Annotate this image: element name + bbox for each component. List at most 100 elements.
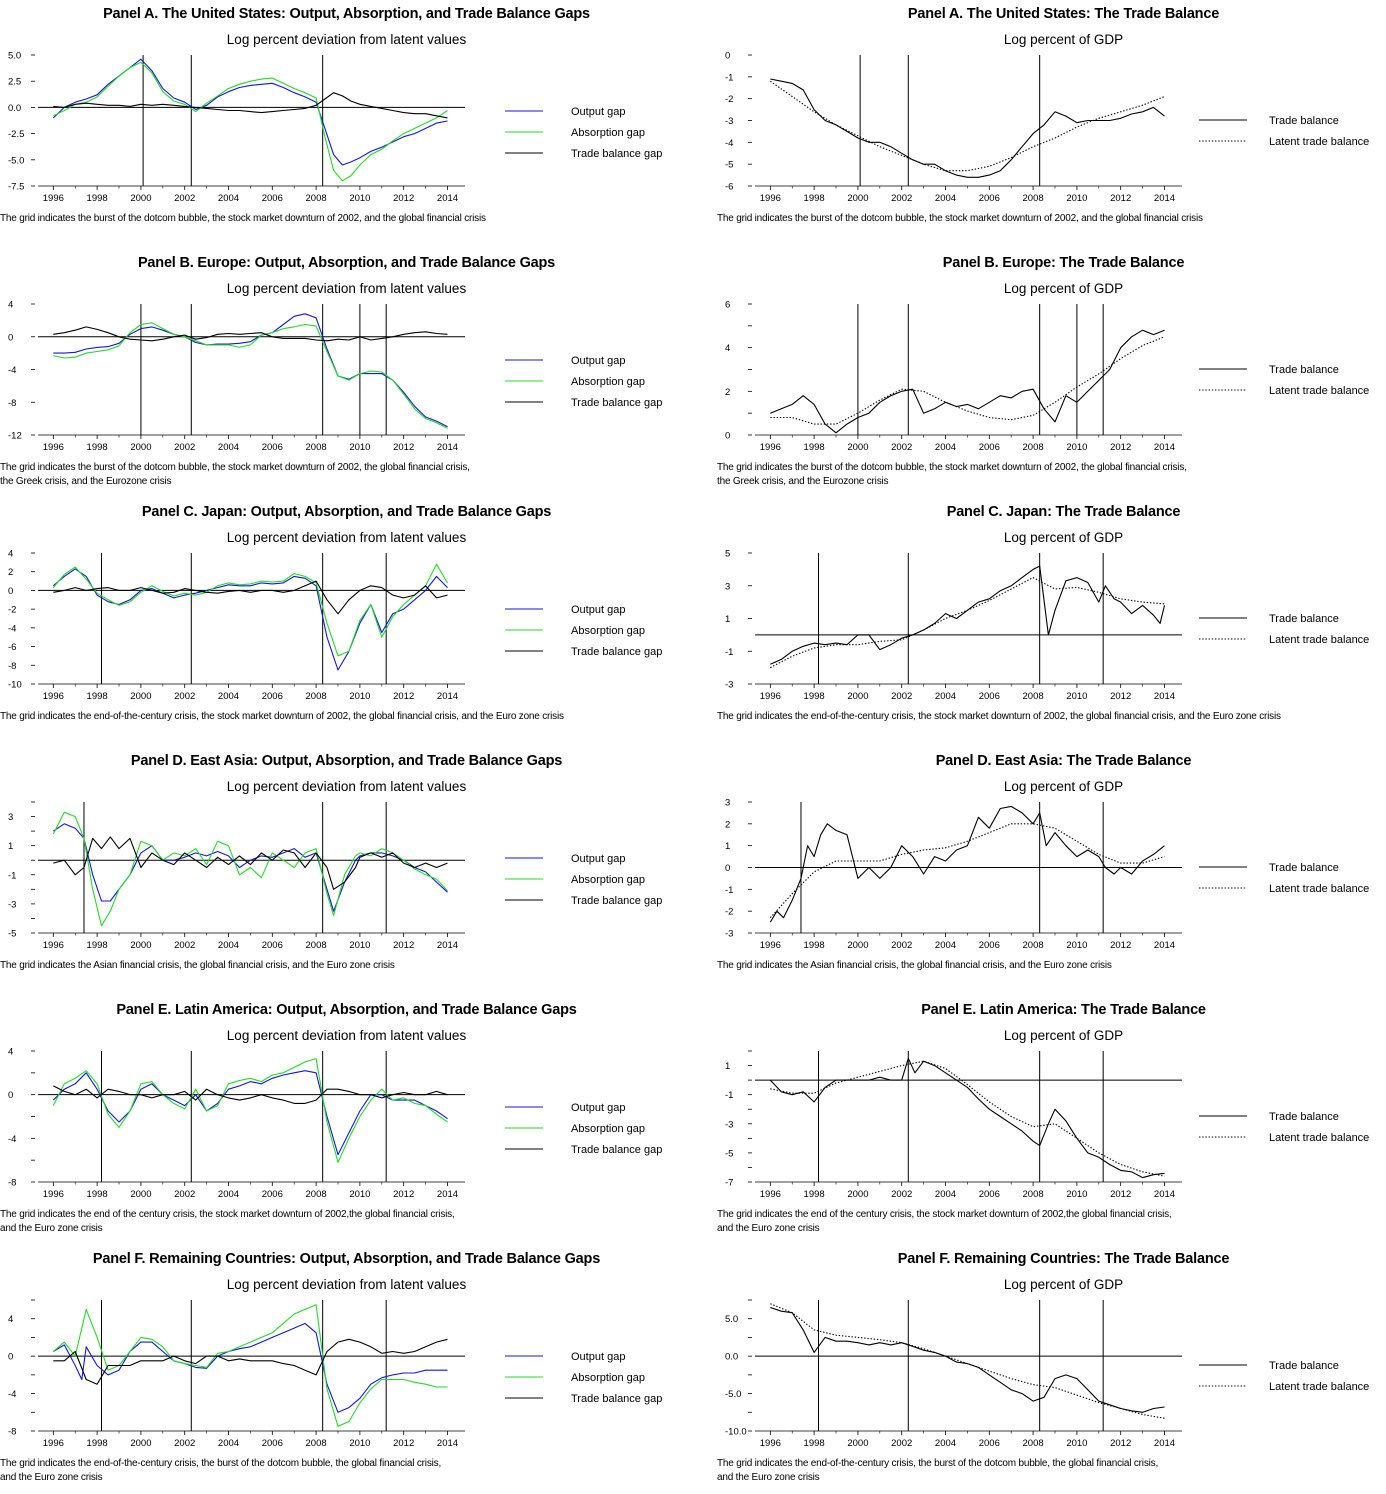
y-tick-label: 1 [8, 841, 13, 852]
panel-note: The grid indicates the burst of the dotc… [717, 212, 1317, 226]
note-line: and the Euro zone crisis [717, 1223, 820, 1234]
panel-title: Panel F. Remaining Countries: The Trade … [897, 1251, 1230, 1267]
x-tick-label: 2012 [393, 1438, 414, 1449]
x-tick-label: 2004 [935, 940, 956, 951]
panel-note: The grid indicates the burst of the dotc… [717, 461, 1317, 489]
x-tick-label: 2006 [979, 691, 1000, 702]
series-line [53, 92, 448, 119]
legend-label: Trade balance gap [571, 1393, 662, 1405]
note-line: The grid indicates the end of the centur… [717, 1209, 1172, 1220]
y-tick-label: 5 [725, 549, 730, 560]
panel-d-east-asia-gaps: Panel D. East Asia: Output, Absorption, … [0, 747, 693, 996]
legend-label: Absorption gap [571, 376, 645, 388]
y-tick-label: -4 [8, 365, 16, 376]
x-tick-label: 2000 [130, 193, 151, 204]
series-line [52, 1058, 448, 1163]
x-tick-label: 2010 [1066, 1438, 1087, 1449]
x-tick-label: 2002 [891, 193, 912, 204]
x-tick-label: 2014 [1154, 691, 1175, 702]
note-line: The grid indicates the burst of the dotc… [0, 462, 470, 473]
x-tick-label: 2006 [979, 940, 1000, 951]
legend-label: Trade balance [1269, 364, 1339, 376]
x-tick-label: 2002 [174, 691, 195, 702]
legend-label: Trade balance gap [571, 148, 662, 160]
x-tick-label: 2002 [891, 442, 912, 453]
y-tick-label: -5 [8, 929, 16, 940]
x-tick-label: 2002 [174, 193, 195, 204]
x-tick-label: 2004 [935, 442, 956, 453]
x-tick-label: 2002 [174, 940, 195, 951]
panel-title: Panel B. Europe: The Trade Balance [942, 255, 1185, 271]
panel-note: The grid indicates the end of the centur… [717, 1208, 1317, 1236]
y-tick-label: 2 [8, 567, 13, 578]
x-tick-label: 2002 [891, 691, 912, 702]
x-tick-label: 2006 [262, 193, 283, 204]
x-tick-label: 2012 [1110, 1438, 1131, 1449]
panel-subtitle: Log percent deviation from latent values [226, 530, 467, 545]
x-tick-label: 2002 [891, 940, 912, 951]
legend-label: Absorption gap [571, 625, 645, 637]
panel-title: Panel A. The United States: Output, Abso… [103, 6, 590, 22]
y-tick-label: -5.0 [8, 155, 24, 166]
panel-title: Panel F. Remaining Countries: Output, Ab… [92, 1251, 601, 1267]
x-tick-label: 2004 [218, 691, 239, 702]
x-tick-label: 2012 [1110, 442, 1131, 453]
x-tick-label: 2014 [1154, 1189, 1175, 1200]
x-tick-label: 2000 [130, 691, 151, 702]
x-tick-label: 1998 [87, 691, 108, 702]
x-tick-label: 2004 [218, 1189, 239, 1200]
note-line: The grid indicates the Asian financial c… [0, 960, 395, 971]
chart: -10.0 -5.0 0.0 5.0 1996 1998 2000 2002 2004 2006 2… [725, 1299, 1369, 1449]
x-tick-label: 1998 [804, 1189, 825, 1200]
panel-note: The grid indicates the end-of-the-centur… [0, 710, 600, 724]
x-tick-label: 2010 [349, 1438, 370, 1449]
y-tick-label: -4 [8, 1389, 16, 1400]
y-tick-label: -8 [8, 1427, 16, 1438]
x-tick-label: 2012 [393, 1189, 414, 1200]
panel-a-us-trade-balance: Panel A. The United States: The Trade Ba… [717, 0, 1386, 249]
panel-subtitle: Log percent deviation from latent values [226, 779, 467, 794]
panel-title: Panel B. Europe: Output, Absorption, and… [137, 255, 556, 271]
panel-subtitle: Log percent deviation from latent values [226, 32, 467, 47]
x-tick-label: 2014 [437, 1189, 458, 1200]
y-tick-label: -3 [725, 929, 733, 940]
panel-note: The grid indicates the end of the centur… [0, 1208, 600, 1236]
legend-label: Trade balance gap [571, 397, 662, 409]
y-tick-label: 0 [725, 51, 730, 62]
legend-label: Output gap [571, 853, 625, 865]
x-tick-label: 2010 [1066, 691, 1087, 702]
x-tick-label: 1998 [87, 442, 108, 453]
x-tick-label: 2004 [935, 691, 956, 702]
note-line: The grid indicates the end-of-the-centur… [717, 711, 1281, 722]
legend-label: Latent trade balance [1269, 385, 1369, 397]
x-tick-label: 2014 [1154, 193, 1175, 204]
y-tick-label: -6 [8, 642, 16, 653]
x-tick-label: 1996 [43, 940, 64, 951]
series-line [52, 1070, 448, 1156]
chart: -5 -3 -1 1 3 1996 1998 2000 2002 2004 2006 2008 2010… [8, 801, 662, 951]
note-line: the Greek crisis, and the Eurozone crisi… [717, 476, 889, 487]
chart: -7.5 -5.0 -2.5 0.0 2.5 5.0 1996 1998 2000 2002 200… [8, 51, 662, 205]
x-tick-label: 2014 [437, 442, 458, 453]
series-line [770, 1306, 1165, 1413]
chart: -6 -5 -4 -3 -2 -1 0 1996 1998 2000 2002 2004 2006 200… [725, 51, 1369, 205]
x-tick-label: 2010 [349, 442, 370, 453]
legend-label: Absorption gap [571, 1372, 645, 1384]
panel-a-us-gaps: Panel A. The United States: Output, Abso… [0, 0, 693, 249]
series-line [52, 568, 448, 671]
x-tick-label: 1998 [804, 193, 825, 204]
y-tick-label: 6 [725, 300, 730, 311]
legend-label: Output gap [571, 604, 625, 616]
legend-label: Trade balance gap [571, 895, 662, 907]
y-tick-label: -2 [725, 94, 733, 105]
x-tick-label: 2004 [218, 442, 239, 453]
y-tick-label: -3 [725, 116, 733, 127]
x-tick-label: 1998 [87, 193, 108, 204]
x-tick-label: 2010 [349, 691, 370, 702]
x-tick-label: 2000 [847, 1438, 868, 1449]
y-tick-label: -4 [8, 623, 16, 634]
chart: -7 -5 -3 -1 1 1996 1998 2000 2002 2004 2006 2008 201… [725, 1050, 1369, 1200]
panel-b-europe-gaps: Panel B. Europe: Output, Absorption, and… [0, 249, 693, 498]
x-tick-label: 2008 [306, 940, 327, 951]
